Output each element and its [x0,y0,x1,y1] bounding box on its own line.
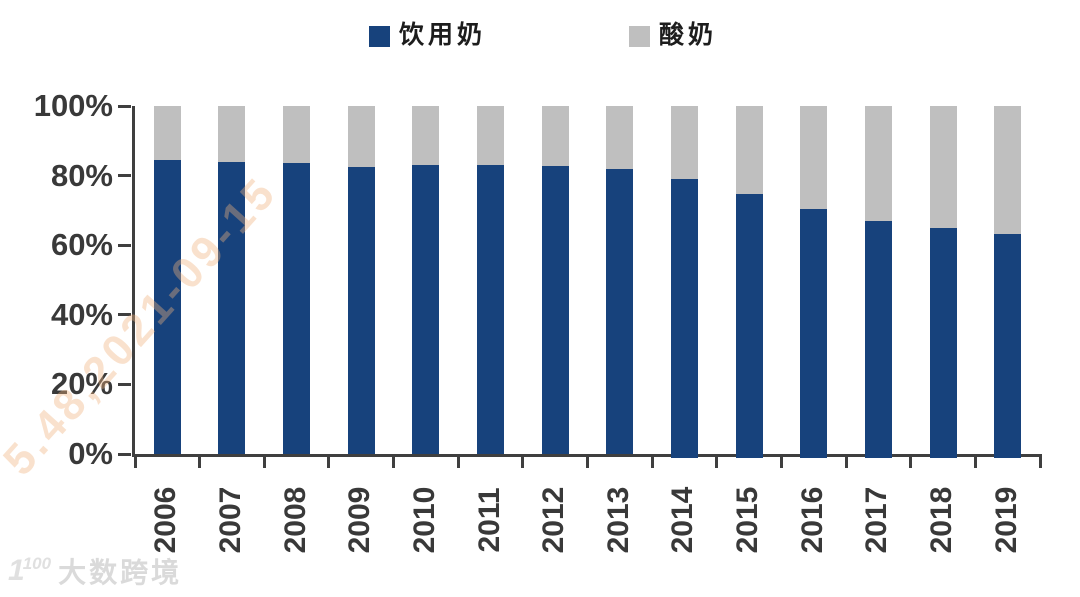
bar-2009 [347,106,375,454]
x-axis-label-2006: 2006 [149,486,183,554]
y-axis-tick [118,452,131,456]
x-axis-tick [392,454,396,468]
x-axis-tick [650,454,654,468]
x-axis-tick [262,454,266,468]
x-axis-tick [521,454,525,468]
bar-segment-drinking-milk [735,193,763,458]
legend-label-yogurt: 酸奶 [659,22,718,49]
x-axis-tick [1038,454,1042,468]
legend-item-yogurt: 酸奶 [629,22,717,50]
bar-2008 [283,106,311,454]
x-axis-label-2017: 2017 [860,486,894,554]
y-axis-tick [118,382,131,386]
bar-segment-drinking-milk [412,164,440,454]
x-axis-tick [909,454,913,468]
bar-segment-yogurt [412,106,440,165]
bar-segment-yogurt [864,106,892,222]
y-axis-tick [118,174,131,178]
bar-2019 [994,106,1022,458]
legend-swatch-yogurt [629,25,650,47]
bar-segment-yogurt [994,106,1022,234]
legend-swatch-drinking-milk [369,25,390,47]
x-axis-tick [844,454,848,468]
legend-item-drinking-milk: 饮用奶 [369,22,486,50]
bar-2006 [153,106,181,454]
logo-100-icon: 1100 [8,554,52,587]
x-axis-label-2008: 2008 [278,486,312,554]
bar-segment-drinking-milk [541,165,569,454]
bar-2014 [670,106,698,458]
bar-segment-yogurt [800,106,828,209]
y-axis-tick [118,243,131,247]
bar-2007 [218,106,246,454]
bar-segment-drinking-milk [864,221,892,458]
legend-label-drinking-milk: 饮用奶 [399,22,487,49]
bar-segment-yogurt [606,106,634,169]
bar-segment-drinking-milk [477,165,505,454]
x-axis-tick [779,454,783,468]
bar-2016 [800,106,828,458]
y-axis-tick [118,104,131,108]
x-axis-label-2011: 2011 [472,487,506,553]
x-axis-label-2007: 2007 [213,486,247,554]
bar-segment-drinking-milk [800,209,828,458]
bar-segment-drinking-milk [218,162,246,454]
x-axis-label-2015: 2015 [731,486,765,554]
bar-segment-yogurt [347,106,375,167]
x-axis-tick [456,454,460,468]
x-axis-label-2019: 2019 [989,486,1023,554]
x-axis-tick [973,454,977,468]
x-axis-label-2009: 2009 [343,486,377,554]
bar-segment-yogurt [929,106,957,229]
bar-2011 [477,106,505,454]
bar-segment-yogurt [670,106,698,180]
bar-segment-drinking-milk [670,179,698,458]
bar-2015 [735,106,763,458]
x-axis-label-2010: 2010 [407,486,441,554]
bar-segment-drinking-milk [347,166,375,454]
x-axis-label-2018: 2018 [925,486,959,554]
bar-2012 [541,106,569,454]
y-axis-label-20: 20% [50,366,113,402]
bar-segment-drinking-milk [606,168,634,454]
bar-segment-drinking-milk [994,233,1022,458]
bar-2013 [606,106,634,454]
bar-2017 [864,106,892,458]
bar-segment-drinking-milk [929,228,957,458]
y-axis-label-40: 40% [50,296,113,332]
y-axis-label-100: 100% [33,88,113,123]
y-axis-label-0: 0% [68,436,113,471]
bar-segment-drinking-milk [153,160,181,454]
logo-watermark: 1100 大数跨境 [8,551,182,591]
x-axis-tick [715,454,719,468]
bar-2018 [929,106,957,458]
plot-area [132,106,1042,468]
x-axis-label-2013: 2013 [601,486,635,554]
x-axis-tick [327,454,331,468]
logo-watermark-text: 大数跨境 [58,558,183,589]
x-axis-tick [198,454,202,468]
bar-2010 [412,106,440,454]
y-axis-label-80: 80% [50,157,113,193]
y-axis-tick [118,313,131,317]
x-axis-label-2012: 2012 [537,486,571,554]
bar-segment-yogurt [477,106,505,166]
bar-segment-drinking-milk [283,163,311,454]
x-axis-tick [133,454,137,468]
bar-segment-yogurt [218,106,246,163]
bar-segment-yogurt [735,106,763,194]
x-axis-label-2016: 2016 [795,486,829,554]
bar-segment-yogurt [541,106,569,166]
bar-segment-yogurt [153,106,181,161]
bar-segment-yogurt [283,106,311,164]
x-axis-label-2014: 2014 [666,486,700,554]
x-axis-tick [586,454,589,468]
y-axis-label-60: 60% [50,227,113,263]
